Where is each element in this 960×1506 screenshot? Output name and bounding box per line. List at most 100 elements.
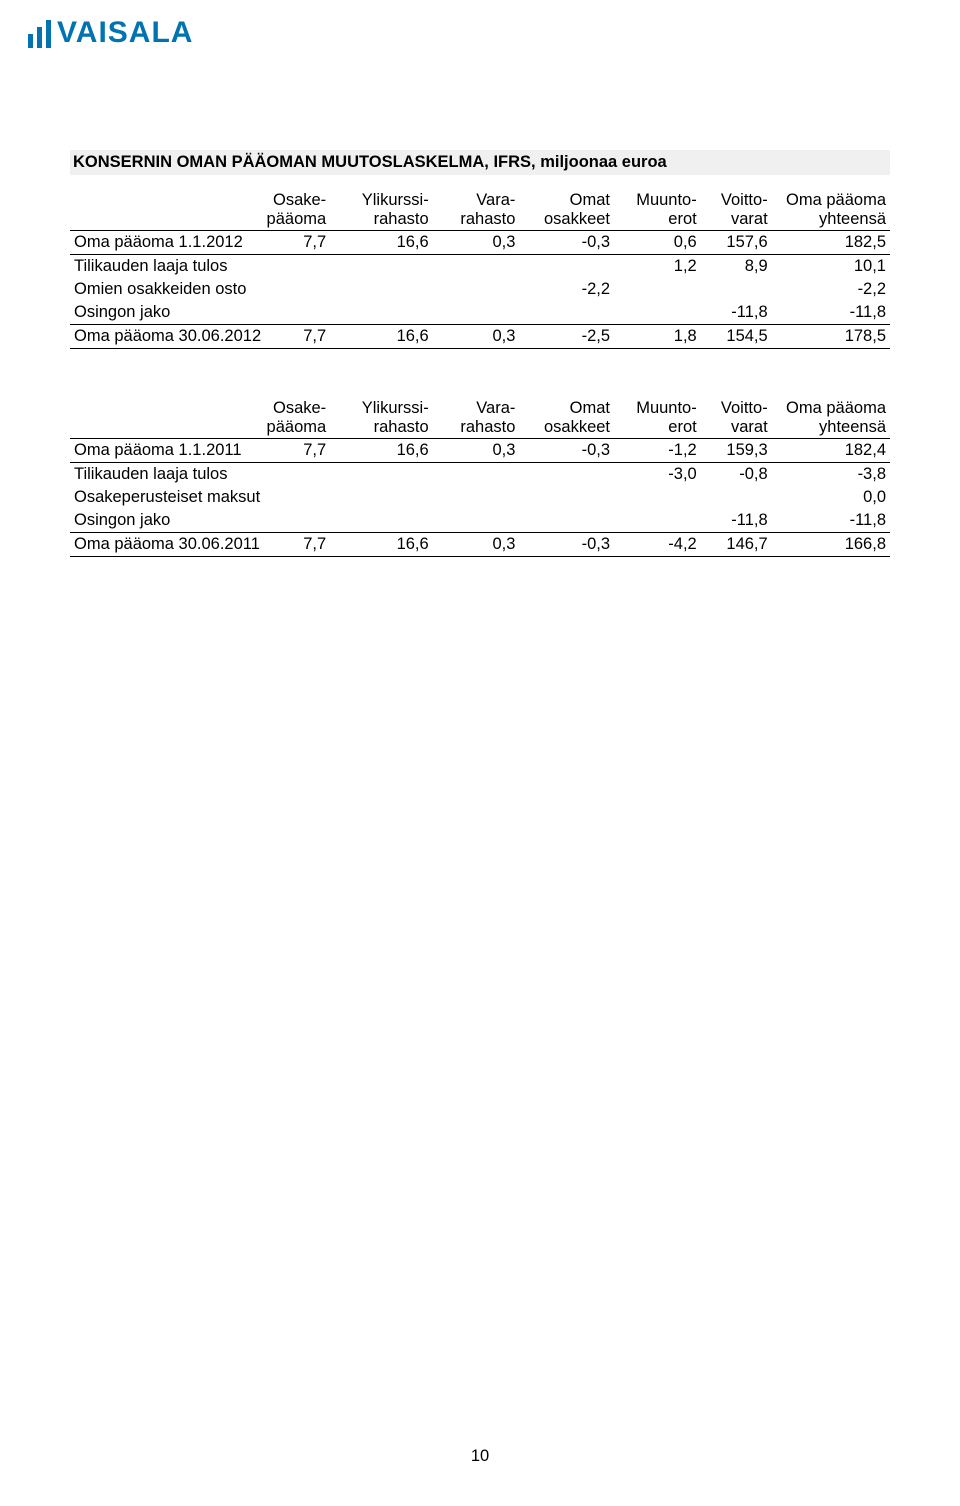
total-label: Oma pääoma 30.06.2012	[70, 324, 251, 348]
cell	[519, 462, 614, 486]
cell	[614, 278, 701, 301]
cell	[614, 486, 701, 509]
cell: -3,8	[772, 462, 890, 486]
table-row: Oma pääoma 1.1.20127,716,60,3-0,30,6157,…	[70, 230, 890, 254]
cell	[433, 486, 520, 509]
table-header: Osake-pääoma Ylikurssi-rahasto Vara-raha…	[70, 397, 890, 438]
header-col5: Muunto-erot	[614, 189, 701, 230]
cell	[251, 509, 330, 533]
cell: -11,8	[701, 509, 772, 533]
total-c1: 7,7	[251, 532, 330, 556]
cell	[701, 278, 772, 301]
total-c5: -4,2	[614, 532, 701, 556]
total-row: Oma pääoma 30.06.2012 7,7 16,6 0,3 -2,5 …	[70, 324, 890, 348]
header-label	[70, 189, 251, 230]
cell	[519, 254, 614, 278]
total-c4: -2,5	[519, 324, 614, 348]
total-c7: 178,5	[772, 324, 890, 348]
cell	[433, 278, 520, 301]
cell: -1,2	[614, 438, 701, 462]
total-c3: 0,3	[433, 532, 520, 556]
cell	[330, 486, 433, 509]
header-col3: Vara-rahasto	[433, 397, 520, 438]
cell: 16,6	[330, 230, 433, 254]
cell	[433, 254, 520, 278]
cell: -11,8	[701, 301, 772, 325]
total-c1: 7,7	[251, 324, 330, 348]
cell: 8,9	[701, 254, 772, 278]
cell	[330, 278, 433, 301]
row-label: Tilikauden laaja tulos	[70, 254, 251, 278]
cell	[251, 254, 330, 278]
cell: -2,2	[772, 278, 890, 301]
header-col6: Voitto-varat	[701, 397, 772, 438]
row-label: Oma pääoma 1.1.2011	[70, 438, 251, 462]
table-row: Osingon jako -11,8-11,8	[70, 509, 890, 533]
cell: -0,3	[519, 438, 614, 462]
total-c3: 0,3	[433, 324, 520, 348]
cell	[433, 301, 520, 325]
row-label: Tilikauden laaja tulos	[70, 462, 251, 486]
row-label: Oma pääoma 1.1.2012	[70, 230, 251, 254]
cell	[519, 509, 614, 533]
cell: 157,6	[701, 230, 772, 254]
cell: 0,3	[433, 230, 520, 254]
table-header: Osake-pääoma Ylikurssi-rahasto Vara-raha…	[70, 189, 890, 230]
header-col5: Muunto-erot	[614, 397, 701, 438]
cell: 0,6	[614, 230, 701, 254]
cell	[614, 301, 701, 325]
cell	[251, 301, 330, 325]
cell	[251, 486, 330, 509]
total-c7: 166,8	[772, 532, 890, 556]
total-label: Oma pääoma 30.06.2011	[70, 532, 251, 556]
cell: 182,5	[772, 230, 890, 254]
page-number: 10	[0, 1447, 960, 1466]
row-label: Osingon jako	[70, 509, 251, 533]
header-col7: Oma pääomayhteensä	[772, 397, 890, 438]
logo-text: VAISALA	[57, 18, 193, 48]
table-row: Osakeperusteiset maksut 0,0	[70, 486, 890, 509]
section-heading: KONSERNIN OMAN PÄÄOMAN MUUTOSLASKELMA, I…	[70, 150, 890, 175]
cell	[251, 278, 330, 301]
cell	[330, 462, 433, 486]
header-col2: Ylikurssi-rahasto	[330, 397, 433, 438]
cell	[701, 486, 772, 509]
cell	[251, 462, 330, 486]
row-label: Osingon jako	[70, 301, 251, 325]
header-col7: Oma pääomayhteensä	[772, 189, 890, 230]
cell: 1,2	[614, 254, 701, 278]
total-c6: 154,5	[701, 324, 772, 348]
equity-table-2011: Osake-pääoma Ylikurssi-rahasto Vara-raha…	[70, 397, 890, 557]
cell: 182,4	[772, 438, 890, 462]
table-row: Tilikauden laaja tulos 1,28,910,1	[70, 254, 890, 278]
cell: -2,2	[519, 278, 614, 301]
cell: 7,7	[251, 230, 330, 254]
table-row: Osingon jako-11,8-11,8	[70, 301, 890, 325]
table-row: Omien osakkeiden osto -2,2 -2,2	[70, 278, 890, 301]
header-col4: Omatosakkeet	[519, 397, 614, 438]
header-col6: Voitto-varat	[701, 189, 772, 230]
header-col1: Osake-pääoma	[251, 189, 330, 230]
equity-table-2012: Osake-pääoma Ylikurssi-rahasto Vara-raha…	[70, 189, 890, 349]
cell: 7,7	[251, 438, 330, 462]
cell: 0,0	[772, 486, 890, 509]
header-label	[70, 397, 251, 438]
logo: VAISALA	[28, 18, 193, 48]
cell: -3,0	[614, 462, 701, 486]
cell	[330, 509, 433, 533]
cell: 0,3	[433, 438, 520, 462]
cell: 10,1	[772, 254, 890, 278]
cell: 16,6	[330, 438, 433, 462]
cell	[330, 254, 433, 278]
header-col2: Ylikurssi-rahasto	[330, 189, 433, 230]
cell	[519, 486, 614, 509]
table-row: Oma pääoma 1.1.20117,716,60,3-0,3-1,2159…	[70, 438, 890, 462]
row-label: Omien osakkeiden osto	[70, 278, 251, 301]
row-label: Osakeperusteiset maksut	[70, 486, 251, 509]
cell: -11,8	[772, 509, 890, 533]
total-c5: 1,8	[614, 324, 701, 348]
cell: -0,3	[519, 230, 614, 254]
cell	[519, 301, 614, 325]
total-c2: 16,6	[330, 324, 433, 348]
cell	[433, 509, 520, 533]
